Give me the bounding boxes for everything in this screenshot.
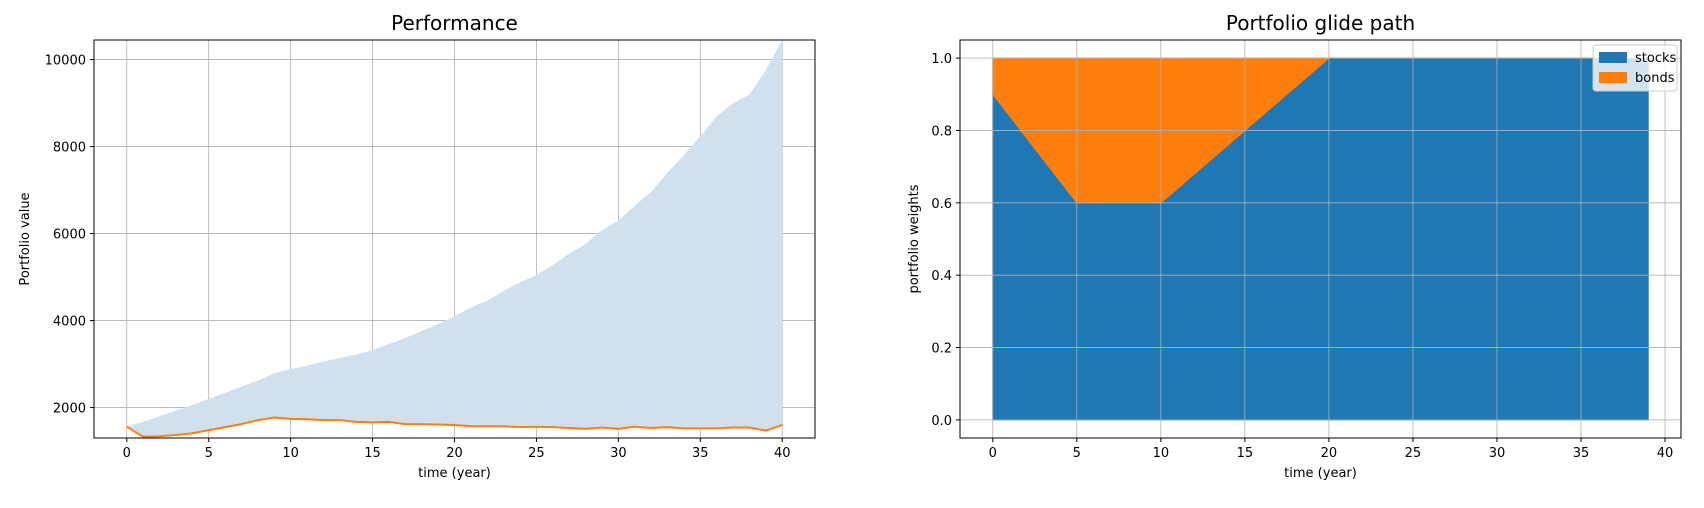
y-tick-label: 0.4 [931,269,952,284]
y-tick-label: 10000 [45,54,86,69]
glide-path-legend: stocks bonds [1592,44,1678,92]
x-tick-label: 0 [989,446,997,461]
glide-path-chart: 0 5 10 15 20 25 30 35 40 0.0 0.2 0.4 0.6 0.8 1.0 Portf… [907,11,1682,481]
y-tick-label: 2000 [53,402,86,417]
x-tick-label: 20 [446,446,463,461]
x-tick-label: 30 [610,446,627,461]
glide-path-data [992,57,1649,421]
performance-y-axis-label: Portfolio value [18,192,33,285]
y-tick-label: 0.8 [931,124,952,139]
y-tick-label: 1.0 [931,52,952,67]
legend-label-stocks: stocks [1635,51,1676,66]
x-tick-label: 15 [364,446,381,461]
y-tick-label: 8000 [53,141,86,156]
x-tick-label: 15 [1237,446,1254,461]
y-tick-label: 0.6 [931,197,952,212]
performance-x-axis-label: time (year) [418,466,491,481]
legend-swatch-stocks [1599,52,1627,63]
x-tick-label: 35 [1573,446,1590,461]
x-tick-label: 30 [1489,446,1506,461]
performance-band-area [126,40,783,437]
legend-label-bonds: bonds [1635,71,1675,86]
x-tick-label: 25 [1405,446,1422,461]
x-tick-label: 5 [1073,446,1081,461]
x-tick-label: 40 [1657,446,1674,461]
performance-chart: 0 5 10 15 20 25 30 35 40 2000 4000 6000 8000 10000 Pe… [18,11,816,481]
y-tick-label: 0.2 [931,342,952,357]
x-tick-label: 40 [774,446,791,461]
performance-series-line [126,416,783,438]
glide-path-ticks: 0 5 10 15 20 25 30 35 40 0.0 0.2 0.4 0.6 0.8 1.0 [931,52,1673,461]
glide-path-title: Portfolio glide path [1226,11,1415,35]
x-tick-label: 20 [1321,446,1338,461]
glide-path-axes-frame [959,39,1682,439]
x-tick-label: 10 [1153,446,1170,461]
performance-title: Performance [391,11,518,35]
performance-data [126,40,783,438]
x-tick-label: 35 [692,446,709,461]
legend-swatch-bonds [1599,72,1627,83]
x-tick-label: 5 [205,446,213,461]
glide-path-x-axis-label: time (year) [1284,466,1357,481]
x-tick-label: 10 [282,446,299,461]
y-tick-label: 4000 [53,315,86,330]
y-tick-label: 0.0 [931,414,952,429]
glide-path-y-axis-label: portfolio weights [907,184,922,293]
x-tick-label: 0 [123,446,131,461]
performance-ticks: 0 5 10 15 20 25 30 35 40 2000 4000 6000 8000 10000 [45,54,791,461]
x-tick-label: 25 [528,446,545,461]
y-tick-label: 6000 [53,228,86,243]
glide-path-grid [960,40,1681,438]
